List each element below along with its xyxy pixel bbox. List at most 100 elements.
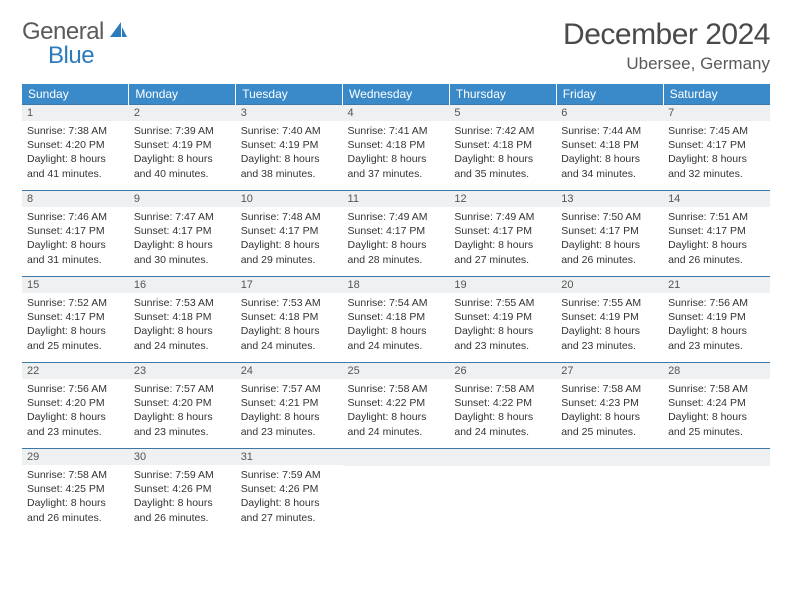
calendar-day-cell: 14Sunrise: 7:51 AMSunset: 4:17 PMDayligh… <box>663 191 770 277</box>
daylight-text-1: Daylight: 8 hours <box>27 152 124 166</box>
daylight-text-2: and 23 minutes. <box>668 339 765 353</box>
sunset-text: Sunset: 4:26 PM <box>134 482 231 496</box>
daylight-text-2: and 25 minutes. <box>561 425 658 439</box>
calendar-day-cell: 13Sunrise: 7:50 AMSunset: 4:17 PMDayligh… <box>556 191 663 277</box>
sunset-text: Sunset: 4:17 PM <box>134 224 231 238</box>
sunset-text: Sunset: 4:17 PM <box>348 224 445 238</box>
daylight-text-1: Daylight: 8 hours <box>454 238 551 252</box>
sunrise-text: Sunrise: 7:56 AM <box>668 296 765 310</box>
day-details: Sunrise: 7:53 AMSunset: 4:18 PMDaylight:… <box>236 293 343 357</box>
calendar-day-cell: 7Sunrise: 7:45 AMSunset: 4:17 PMDaylight… <box>663 105 770 191</box>
sunrise-text: Sunrise: 7:57 AM <box>134 382 231 396</box>
sunrise-text: Sunrise: 7:40 AM <box>241 124 338 138</box>
day-number: 16 <box>129 277 236 293</box>
day-details: Sunrise: 7:52 AMSunset: 4:17 PMDaylight:… <box>22 293 129 357</box>
day-details: Sunrise: 7:57 AMSunset: 4:21 PMDaylight:… <box>236 379 343 443</box>
day-number: 12 <box>449 191 556 207</box>
daylight-text-1: Daylight: 8 hours <box>241 410 338 424</box>
sunrise-text: Sunrise: 7:44 AM <box>561 124 658 138</box>
sunrise-text: Sunrise: 7:39 AM <box>134 124 231 138</box>
daylight-text-1: Daylight: 8 hours <box>668 324 765 338</box>
location-label: Ubersee, Germany <box>563 54 770 74</box>
weekday-header: Saturday <box>663 84 770 105</box>
day-number: 25 <box>343 363 450 379</box>
day-number: 9 <box>129 191 236 207</box>
daylight-text-2: and 27 minutes. <box>241 511 338 525</box>
brand-name-2: Blue <box>48 42 94 70</box>
sunset-text: Sunset: 4:26 PM <box>241 482 338 496</box>
day-number: 13 <box>556 191 663 207</box>
day-details: Sunrise: 7:58 AMSunset: 4:24 PMDaylight:… <box>663 379 770 443</box>
daylight-text-2: and 23 minutes. <box>27 425 124 439</box>
sunrise-text: Sunrise: 7:51 AM <box>668 210 765 224</box>
day-number: 11 <box>343 191 450 207</box>
day-details: Sunrise: 7:55 AMSunset: 4:19 PMDaylight:… <box>449 293 556 357</box>
day-number: 14 <box>663 191 770 207</box>
day-details: Sunrise: 7:49 AMSunset: 4:17 PMDaylight:… <box>343 207 450 271</box>
calendar-day-cell: 4Sunrise: 7:41 AMSunset: 4:18 PMDaylight… <box>343 105 450 191</box>
sunset-text: Sunset: 4:24 PM <box>668 396 765 410</box>
sunset-text: Sunset: 4:19 PM <box>668 310 765 324</box>
daylight-text-1: Daylight: 8 hours <box>134 410 231 424</box>
sunset-text: Sunset: 4:22 PM <box>454 396 551 410</box>
daylight-text-2: and 35 minutes. <box>454 167 551 181</box>
sunset-text: Sunset: 4:17 PM <box>27 310 124 324</box>
daylight-text-1: Daylight: 8 hours <box>134 152 231 166</box>
day-details: Sunrise: 7:55 AMSunset: 4:19 PMDaylight:… <box>556 293 663 357</box>
sunset-text: Sunset: 4:20 PM <box>27 396 124 410</box>
weekday-header: Thursday <box>449 84 556 105</box>
calendar-day-cell: 20Sunrise: 7:55 AMSunset: 4:19 PMDayligh… <box>556 277 663 363</box>
day-details: Sunrise: 7:49 AMSunset: 4:17 PMDaylight:… <box>449 207 556 271</box>
day-number: 15 <box>22 277 129 293</box>
day-number: 24 <box>236 363 343 379</box>
brand-logo: General Blue <box>22 18 130 46</box>
sunset-text: Sunset: 4:17 PM <box>668 224 765 238</box>
daylight-text-2: and 24 minutes. <box>348 339 445 353</box>
day-details: Sunrise: 7:47 AMSunset: 4:17 PMDaylight:… <box>129 207 236 271</box>
sunrise-text: Sunrise: 7:41 AM <box>348 124 445 138</box>
calendar-week-row: 15Sunrise: 7:52 AMSunset: 4:17 PMDayligh… <box>22 277 770 363</box>
weekday-header: Sunday <box>22 84 129 105</box>
weekday-header: Tuesday <box>236 84 343 105</box>
day-details: Sunrise: 7:58 AMSunset: 4:22 PMDaylight:… <box>449 379 556 443</box>
daylight-text-2: and 26 minutes. <box>134 511 231 525</box>
day-number: 23 <box>129 363 236 379</box>
calendar-week-row: 29Sunrise: 7:58 AMSunset: 4:25 PMDayligh… <box>22 449 770 535</box>
day-number-bar <box>556 449 663 466</box>
day-details: Sunrise: 7:40 AMSunset: 4:19 PMDaylight:… <box>236 121 343 185</box>
daylight-text-1: Daylight: 8 hours <box>241 496 338 510</box>
daylight-text-2: and 38 minutes. <box>241 167 338 181</box>
day-number-bar <box>663 449 770 466</box>
daylight-text-1: Daylight: 8 hours <box>27 410 124 424</box>
sunrise-text: Sunrise: 7:55 AM <box>561 296 658 310</box>
calendar-day-cell: 11Sunrise: 7:49 AMSunset: 4:17 PMDayligh… <box>343 191 450 277</box>
day-number: 29 <box>22 449 129 465</box>
calendar-empty-cell <box>343 449 450 535</box>
daylight-text-1: Daylight: 8 hours <box>134 496 231 510</box>
daylight-text-2: and 34 minutes. <box>561 167 658 181</box>
day-number: 8 <box>22 191 129 207</box>
sunset-text: Sunset: 4:21 PM <box>241 396 338 410</box>
daylight-text-2: and 31 minutes. <box>27 253 124 267</box>
day-details: Sunrise: 7:39 AMSunset: 4:19 PMDaylight:… <box>129 121 236 185</box>
sunset-text: Sunset: 4:25 PM <box>27 482 124 496</box>
sunrise-text: Sunrise: 7:52 AM <box>27 296 124 310</box>
sunset-text: Sunset: 4:18 PM <box>348 138 445 152</box>
sunset-text: Sunset: 4:17 PM <box>27 224 124 238</box>
calendar-day-cell: 24Sunrise: 7:57 AMSunset: 4:21 PMDayligh… <box>236 363 343 449</box>
daylight-text-2: and 26 minutes. <box>27 511 124 525</box>
day-number: 3 <box>236 105 343 121</box>
sunrise-text: Sunrise: 7:53 AM <box>134 296 231 310</box>
day-details: Sunrise: 7:58 AMSunset: 4:25 PMDaylight:… <box>22 465 129 529</box>
sunset-text: Sunset: 4:23 PM <box>561 396 658 410</box>
sunset-text: Sunset: 4:19 PM <box>454 310 551 324</box>
calendar-day-cell: 15Sunrise: 7:52 AMSunset: 4:17 PMDayligh… <box>22 277 129 363</box>
sunset-text: Sunset: 4:18 PM <box>561 138 658 152</box>
daylight-text-1: Daylight: 8 hours <box>561 324 658 338</box>
calendar-day-cell: 10Sunrise: 7:48 AMSunset: 4:17 PMDayligh… <box>236 191 343 277</box>
daylight-text-1: Daylight: 8 hours <box>454 410 551 424</box>
sunset-text: Sunset: 4:17 PM <box>241 224 338 238</box>
calendar-day-cell: 22Sunrise: 7:56 AMSunset: 4:20 PMDayligh… <box>22 363 129 449</box>
sunrise-text: Sunrise: 7:42 AM <box>454 124 551 138</box>
day-number: 28 <box>663 363 770 379</box>
